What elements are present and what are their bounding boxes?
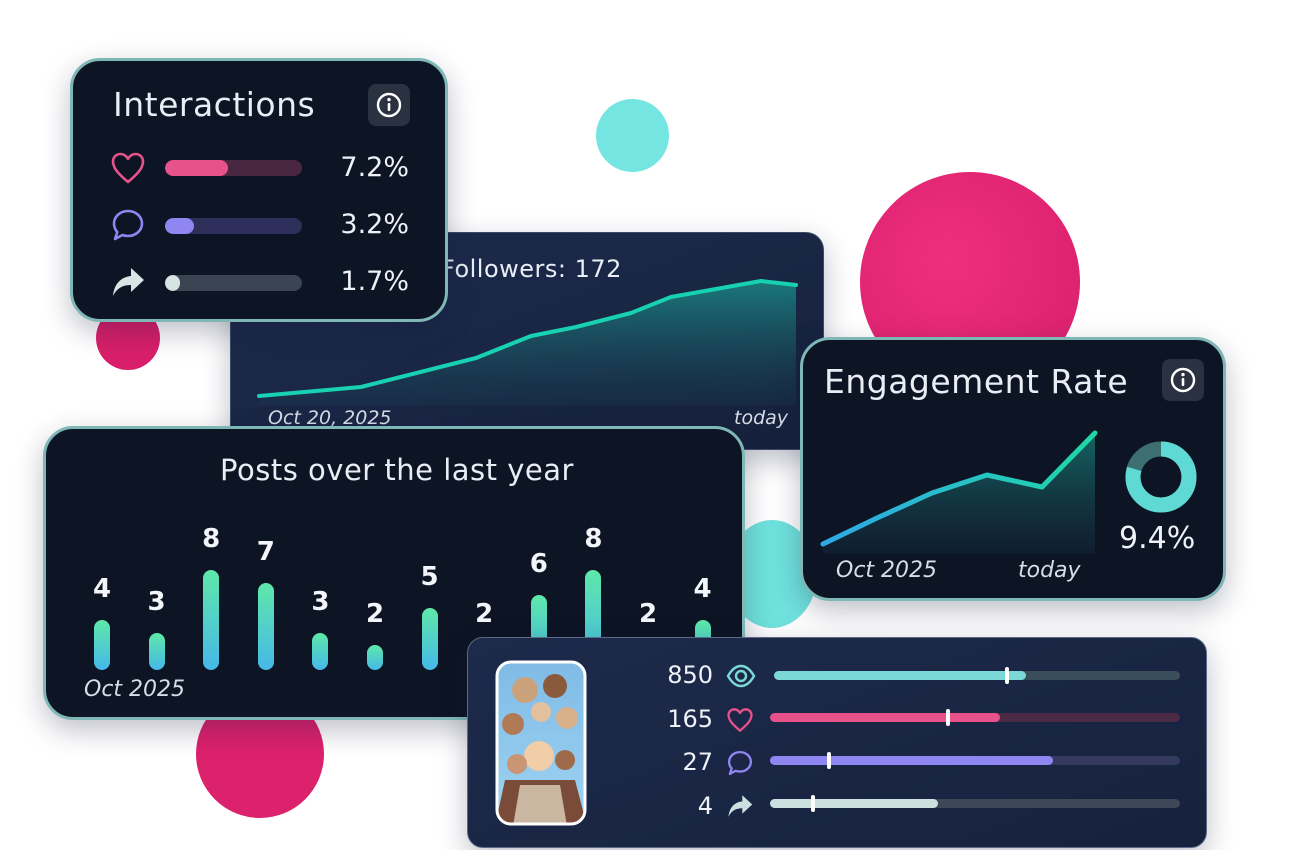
engagement-area bbox=[823, 433, 1095, 554]
group-photo-icon bbox=[495, 660, 587, 826]
interactions-likes-value: 7.2% bbox=[340, 152, 409, 183]
post-comments-marker bbox=[827, 752, 832, 769]
posts-title: Posts over the last year bbox=[220, 453, 574, 487]
engagement-card: Engagement Rate 9.4% Oct 2025 today bbox=[800, 337, 1226, 601]
post-views-bar bbox=[774, 667, 1180, 684]
followers-area bbox=[259, 281, 796, 405]
posts-bar-3 bbox=[203, 570, 220, 670]
posts-bar-6 bbox=[367, 645, 383, 670]
engagement-start-label: Oct 2025 bbox=[836, 558, 938, 583]
posts-bar-label-11: 2 bbox=[638, 599, 658, 629]
interactions-shares-bar bbox=[165, 275, 302, 291]
share-icon bbox=[113, 268, 144, 296]
posts-bar-label-1: 4 bbox=[92, 574, 112, 604]
interactions-title: Interactions bbox=[113, 85, 316, 124]
engagement-donut-chart bbox=[1125, 441, 1197, 513]
decorative-circle-teal-small bbox=[596, 99, 669, 172]
followers-line-chart bbox=[257, 279, 798, 405]
posts-bar-label-9: 6 bbox=[529, 549, 548, 579]
posts-bar-label-10: 8 bbox=[584, 524, 603, 554]
posts-bar-1 bbox=[94, 620, 110, 670]
followers-title: Followers: 172 bbox=[441, 255, 622, 283]
followers-start-label: Oct 20, 2025 bbox=[268, 407, 392, 429]
post-likes-bar bbox=[770, 709, 1180, 726]
engagement-info-button[interactable] bbox=[1162, 359, 1204, 401]
post-likes-marker bbox=[946, 709, 951, 726]
posts-bar-2 bbox=[148, 632, 165, 670]
engagement-title: Engagement Rate bbox=[824, 362, 1129, 401]
interactions-comments-value: 3.2% bbox=[340, 209, 409, 240]
posts-bar-label-12: 4 bbox=[693, 574, 712, 604]
info-circle-icon bbox=[1170, 367, 1196, 393]
comment-icon bbox=[112, 209, 144, 241]
posts-bar-label-4: 7 bbox=[256, 536, 275, 567]
post-views-marker bbox=[1005, 667, 1010, 684]
interactions-comments-bar bbox=[165, 218, 302, 234]
share-icon bbox=[728, 795, 753, 817]
posts-bar-label-8: 2 bbox=[475, 599, 494, 629]
posts-bar-label-3: 8 bbox=[202, 524, 221, 554]
engagement-value: 9.4% bbox=[1119, 521, 1196, 556]
engagement-line bbox=[820, 430, 1098, 547]
post-likes-value: 165 bbox=[667, 705, 713, 733]
interactions-shares-value: 1.7% bbox=[340, 266, 409, 297]
heart-icon bbox=[727, 708, 753, 732]
followers-line bbox=[257, 279, 798, 398]
posts-bar-5 bbox=[312, 632, 329, 670]
eye-icon bbox=[726, 664, 756, 688]
post-views-value: 850 bbox=[667, 661, 713, 689]
comment-icon bbox=[727, 750, 753, 776]
info-circle-icon bbox=[376, 92, 402, 118]
posts-start-label: Oct 2025 bbox=[84, 677, 186, 702]
post-comments-value: 27 bbox=[682, 748, 713, 776]
followers-end-label: today bbox=[734, 407, 789, 429]
interactions-likes-bar bbox=[165, 160, 302, 176]
posts-bar-label-5: 3 bbox=[311, 586, 330, 617]
posts-bar-label-7: 5 bbox=[420, 561, 439, 592]
heart-icon bbox=[111, 152, 145, 184]
engagement-line-chart bbox=[820, 430, 1098, 554]
post-comments-bar bbox=[770, 752, 1180, 769]
interactions-card: Interactions 7.2% 3.2% 1.7% bbox=[70, 58, 448, 322]
engagement-end-label: today bbox=[1018, 558, 1081, 583]
interactions-info-button[interactable] bbox=[368, 84, 410, 126]
post-shares-value: 4 bbox=[697, 792, 713, 820]
posts-bar-7 bbox=[421, 607, 438, 670]
post-stats-card: 850 165 27 4 bbox=[467, 637, 1207, 848]
post-shares-bar bbox=[770, 795, 1180, 812]
posts-bar-4 bbox=[257, 582, 274, 670]
posts-bar-label-6: 2 bbox=[365, 599, 385, 629]
posts-bar-label-2: 3 bbox=[147, 586, 166, 617]
post-shares-marker bbox=[811, 795, 815, 812]
